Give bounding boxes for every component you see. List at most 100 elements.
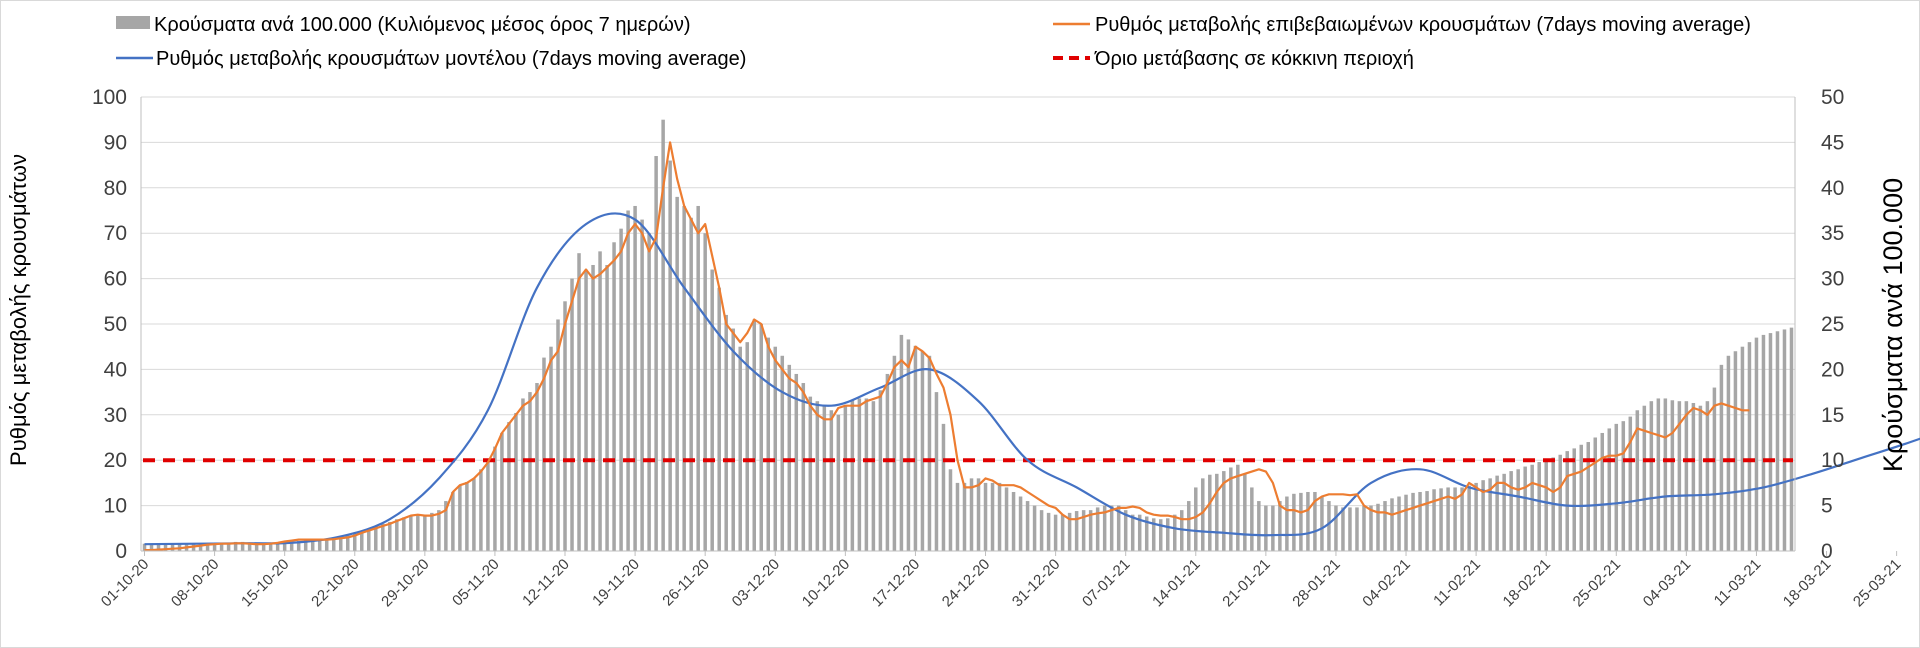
x-tick-label: 31-12-20 xyxy=(1009,556,1063,610)
bar xyxy=(556,319,560,551)
gridlines xyxy=(141,96,1795,507)
bar xyxy=(1341,507,1345,551)
bar xyxy=(934,392,939,551)
bar xyxy=(1467,485,1471,551)
bar xyxy=(212,542,217,551)
bar xyxy=(521,398,525,551)
bar xyxy=(682,205,686,551)
x-tick-label: 17-12-20 xyxy=(869,556,923,610)
bar xyxy=(591,264,595,551)
bar xyxy=(1579,444,1583,551)
y-tick-left-label: 0 xyxy=(115,540,127,563)
bar xyxy=(1719,364,1724,551)
x-tick-label: 04-03-21 xyxy=(1640,556,1694,610)
bar xyxy=(247,542,252,551)
bar xyxy=(766,337,771,551)
y-tick-left-label: 60 xyxy=(104,268,127,291)
bar xyxy=(1649,401,1654,551)
bar xyxy=(626,210,630,551)
bar xyxy=(1754,337,1759,551)
bar xyxy=(1565,451,1569,551)
x-tick-label: 11-03-21 xyxy=(1711,556,1765,610)
bar xyxy=(850,400,855,551)
bar xyxy=(570,278,574,551)
bar xyxy=(1074,511,1079,551)
bar xyxy=(598,251,602,552)
bar xyxy=(1516,469,1520,551)
bar xyxy=(773,346,778,551)
bar xyxy=(668,160,672,551)
bar xyxy=(317,540,322,551)
y-tick-right-label: 5 xyxy=(1821,495,1833,518)
bar xyxy=(514,412,518,551)
bar xyxy=(500,432,504,551)
bar xyxy=(997,482,1002,551)
legend-label-confirmed: Ρυθμός μεταβολής επιβεβαιωμένων κρουσμάτ… xyxy=(1095,14,1751,36)
bar xyxy=(1229,467,1233,551)
bar xyxy=(647,233,651,551)
bar xyxy=(1432,489,1436,551)
bar xyxy=(1502,473,1506,551)
y-tick-left-label: 50 xyxy=(104,313,127,336)
bar xyxy=(345,534,350,551)
bar xyxy=(1376,503,1380,551)
bar xyxy=(948,469,953,551)
bar xyxy=(282,541,287,551)
bar xyxy=(1208,474,1212,551)
bar xyxy=(486,460,490,551)
legend: Κρούσματα ανά 100.000 (Κυλιόμενος μέσος … xyxy=(116,14,1751,70)
y-tick-right-label: 10 xyxy=(1821,449,1844,472)
bar xyxy=(1067,512,1072,551)
bar xyxy=(1123,510,1128,551)
bar xyxy=(275,543,280,551)
bar xyxy=(261,543,266,551)
y-tick-right-label: 50 xyxy=(1821,86,1844,109)
bar xyxy=(1011,491,1016,551)
bar xyxy=(219,542,224,551)
bar xyxy=(1004,487,1009,551)
bar xyxy=(885,373,890,551)
bar xyxy=(205,543,210,551)
bar xyxy=(1663,398,1668,551)
bar xyxy=(605,264,609,551)
bar xyxy=(353,532,357,551)
y-axis-left-title: Ρυθμός μεταβολής κρουσμάτων xyxy=(6,154,31,466)
bar xyxy=(1411,492,1415,551)
x-tick-label: 07-01-21 xyxy=(1079,556,1133,610)
legend-item-bars: Κρούσματα ανά 100.000 (Κυλιόμενος μέσος … xyxy=(116,14,691,36)
bar xyxy=(402,517,406,551)
bar xyxy=(843,405,848,551)
y-tick-left-label: 20 xyxy=(104,449,127,472)
bar xyxy=(542,357,546,551)
bar xyxy=(612,242,616,551)
y-tick-left-label: 70 xyxy=(104,222,127,245)
bar xyxy=(1544,460,1548,551)
bar-series-cases-per-100k xyxy=(142,119,1794,552)
bar xyxy=(1215,473,1219,551)
bar xyxy=(331,538,336,551)
bar xyxy=(962,482,967,551)
bar xyxy=(1572,448,1576,551)
bar xyxy=(374,526,378,551)
bar xyxy=(1292,493,1296,551)
bar xyxy=(724,314,728,551)
bar xyxy=(1523,466,1527,551)
legend-item-model: Ρυθμός μεταβολής κρουσμάτων μοντέλου (7d… xyxy=(116,48,746,70)
bar xyxy=(1621,421,1626,551)
bar xyxy=(1060,514,1065,551)
bar xyxy=(584,269,588,551)
bar xyxy=(1558,454,1562,551)
x-tick-label: 03-12-20 xyxy=(729,556,783,610)
bar xyxy=(1488,478,1492,551)
bar xyxy=(1740,346,1745,551)
bar xyxy=(1726,355,1731,551)
bar xyxy=(871,401,876,551)
bar xyxy=(254,543,259,551)
bar xyxy=(857,398,862,551)
bar xyxy=(808,396,813,551)
y-tick-right-label: 15 xyxy=(1821,404,1844,427)
bar xyxy=(1635,410,1640,551)
bar xyxy=(976,478,981,551)
bar xyxy=(1130,514,1135,551)
bar xyxy=(226,542,231,551)
